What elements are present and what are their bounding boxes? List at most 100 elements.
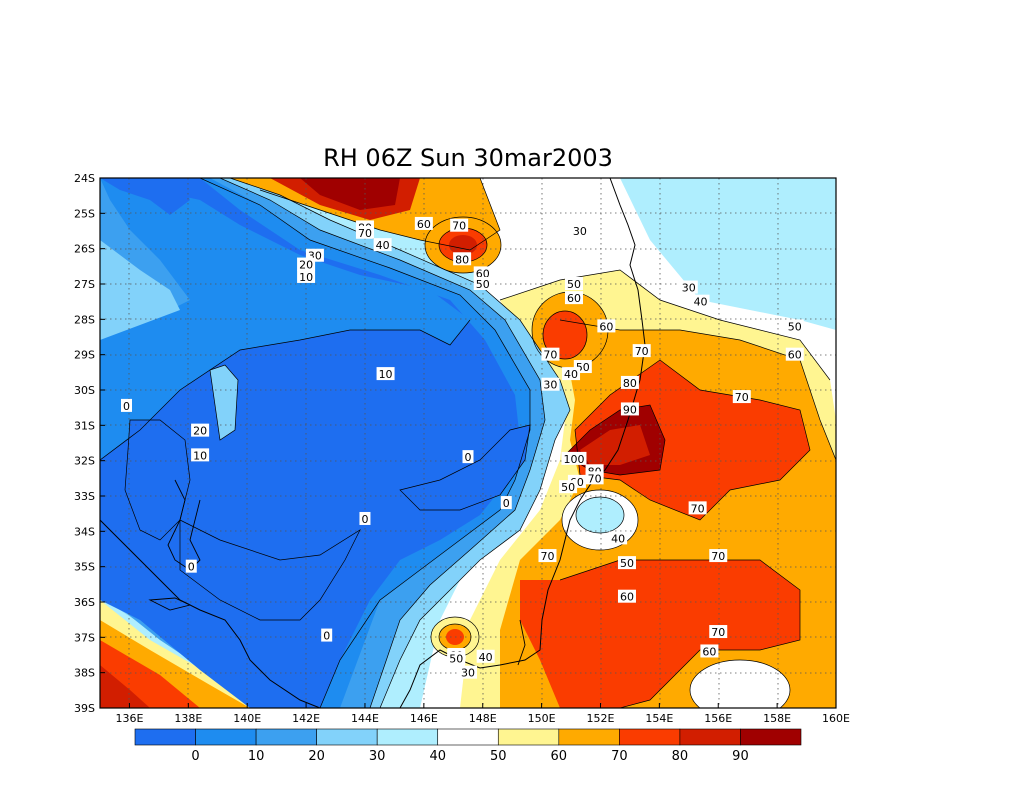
lat-tick-label: 24S [74,172,95,185]
contour-label-bg [120,398,132,412]
contour-label: 0 [465,451,472,464]
colorbar-level-label: 10 [248,749,265,764]
rh-west-30-patch [100,240,180,340]
contour-label: 70 [540,550,554,563]
colorbar-swatch [497,728,560,746]
contour-label-bg [297,269,316,283]
colorbar-swatch [437,728,499,746]
contour-label-bg [559,480,578,494]
contour-label-bg [538,549,557,563]
rh-low-south [180,520,360,620]
contour-label: 80 [455,253,469,266]
contour-label: 50 [620,557,634,570]
south-coastline [100,519,321,708]
contour-label-bg [191,423,210,437]
contour-label-bg [473,266,492,280]
longitude-labels: 136E 138E 140E 142E 144E 146E 148E 150E 152E 154E… [115,712,850,725]
lat-tick-label: 31S [74,419,95,432]
contour-label: 30 [573,225,587,238]
contour-label-bg [564,291,583,305]
contour-label-bg [297,257,316,271]
contour-label: 50 [476,278,490,291]
contour-label: 90 [623,403,637,416]
contour-label-bg [620,375,639,389]
contour-label-bg [462,450,474,464]
colorbar-swatch [134,728,196,746]
contour-label: 30 [461,667,475,680]
contour-label-bg [691,294,710,308]
rh-band-90-inner [580,425,650,465]
contour-label: 70 [588,472,602,485]
contour-label: 40 [479,651,493,664]
contour-label-bg [617,589,636,603]
lat-tick-label: 37S [74,631,95,644]
lon-tick-label: 156E [704,712,732,725]
rh-bubble-34s-cyan [576,497,624,533]
contour-label-bg [585,471,604,485]
contour-label: 60 [417,218,431,231]
contour-label-bg [785,319,804,333]
contour-label: 70 [452,220,466,233]
contour-label: 40 [694,296,708,309]
contour-labels: 8070403020106070806050305060304060507060… [120,216,804,680]
contour-label-bg [373,238,392,252]
lon-tick-label: 140E [233,712,261,725]
lat-lon-grid [100,178,836,708]
colorbar-level-label: 0 [191,749,199,764]
lon-tick-label: 158E [763,712,791,725]
contour-label: 10 [379,368,393,381]
lat-tick-label: 34S [74,525,95,538]
contour-label: 50 [788,320,802,333]
colorbar-level-label: 70 [611,749,628,764]
contour-label: 30 [543,379,557,392]
contour-label: 50 [567,278,581,291]
contour-label-bg [185,559,197,573]
contour-label-bg [570,224,589,237]
colorbar-level-label: 30 [369,749,386,764]
colorbar-swatch [195,728,257,746]
contour-label-bg [453,252,472,266]
contour-label-bg [500,496,512,510]
colorbar-level-label: 20 [308,749,325,764]
rh-low-west [125,420,190,540]
contour-label: 60 [620,591,634,604]
colorbar-level-label: 50 [490,749,507,764]
contour-label-bg [700,644,719,658]
contour-label: 10 [193,449,207,462]
lon-tick-label: 146E [410,712,438,725]
contour-label-bg [359,511,371,525]
latitude-labels: 24S 25S 26S 27S 28S 29S 30S 31S 32S 33S 34S 35S 36S 3… [74,172,95,715]
rh-nw-0-patch [100,178,190,215]
lon-tick-label: 152E [587,712,615,725]
contour-label: 0 [123,400,130,413]
contour-label-bg [709,549,728,563]
rh-sw-darkred [100,665,150,708]
rh-se-white [690,660,790,708]
contour-label-bg [191,448,210,462]
contour-label: 50 [449,653,463,666]
lat-tick-label: 38S [74,667,95,680]
lon-tick-label: 136E [115,712,143,725]
colorbar-level-label: 80 [672,749,689,764]
contour-label: 40 [611,532,625,545]
contour-label-bg [785,347,804,361]
colorbar-level-label: 60 [551,749,568,764]
contour-label-bg [561,451,587,465]
island-coastline [148,597,192,611]
contour-label-bg [709,625,728,639]
contour-label: 40 [376,239,390,252]
map-title: RH 06Z Sun 30mar2003 [323,144,613,172]
lat-tick-label: 30S [74,384,95,397]
contour-label-bg [321,628,333,642]
colorbar-level-label: 40 [429,749,446,764]
rh-north-darkred [300,178,400,210]
contour-label: 0 [503,497,510,510]
lat-tick-label: 36S [74,596,95,609]
rh-field: 8070403020106070806050305060304060507060… [100,178,836,708]
contour-label-bg [473,277,492,290]
contour-label-bg [450,218,469,232]
contour-label: 0 [361,513,368,526]
tas-coast-fragment [517,619,526,666]
contour-label: 70 [543,349,557,362]
